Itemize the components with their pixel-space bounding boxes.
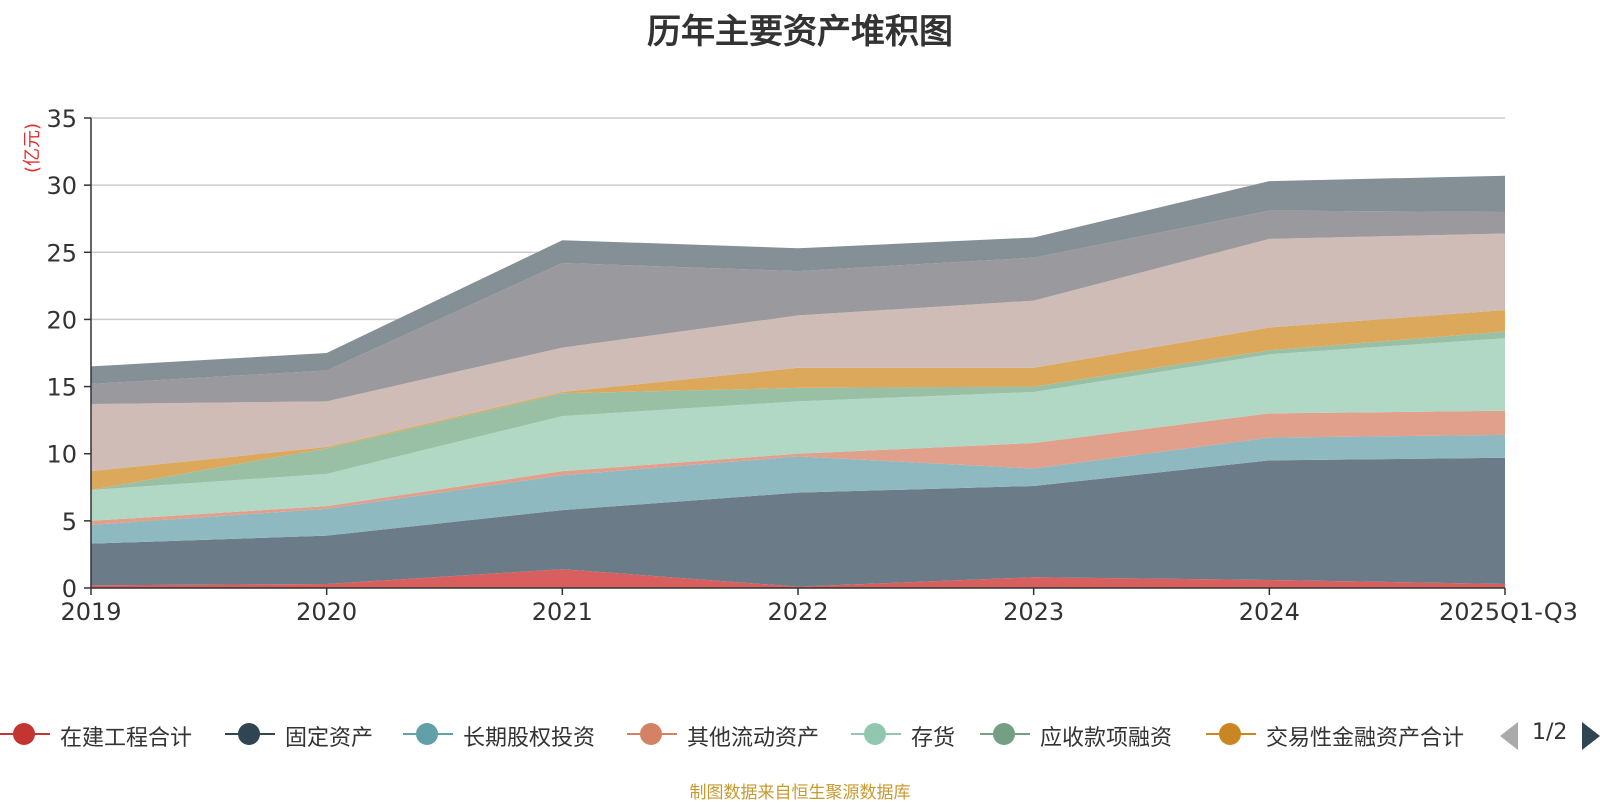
area-series <box>91 175 1505 588</box>
x-tick-label: 2019 <box>60 598 121 626</box>
area-series-7 <box>91 233 1505 472</box>
area-series-1 <box>91 457 1505 587</box>
area-series-8 <box>91 210 1505 405</box>
area-series-4 <box>91 338 1505 521</box>
area-series-9 <box>91 175 1505 384</box>
legend-label: 其他流动资产 <box>687 726 820 751</box>
axes: 0 5 10 15 20 25 30 35 2019 2020 2021 2022 2023 2024 20… <box>46 105 1577 626</box>
y-tick-label: 25 <box>46 239 77 267</box>
area-series-3 <box>91 410 1505 525</box>
y-tick-label: 5 <box>62 508 77 536</box>
legend-marker-icon <box>13 723 35 745</box>
legend-marker-icon <box>993 723 1015 745</box>
legend-label: 应收款项融资 <box>1040 726 1173 751</box>
legend-label: 长期股权投资 <box>463 726 596 751</box>
area-series-0 <box>91 569 1505 588</box>
chart-title: 历年主要资产堆积图 <box>647 12 953 52</box>
y-tick-label: 10 <box>46 441 77 469</box>
area-series-6 <box>91 310 1505 490</box>
x-tick-label: 2021 <box>532 598 593 626</box>
x-tick-label: 2020 <box>296 598 357 626</box>
legend-label: 交易性金融资产合计 <box>1266 726 1465 751</box>
legend-marker-icon <box>864 723 886 745</box>
legend-marker-icon <box>238 723 260 745</box>
x-tick-label: 2024 <box>1239 598 1300 626</box>
previous-page-icon[interactable] <box>1500 722 1518 750</box>
legend-label: 存货 <box>911 726 956 751</box>
legend-label: 在建工程合计 <box>60 726 193 751</box>
area-series-2 <box>91 434 1505 544</box>
y-tick-label: 15 <box>46 374 77 402</box>
area-series-5 <box>91 331 1505 490</box>
legend-marker-icon <box>1219 723 1241 745</box>
legend-marker-icon <box>416 723 438 745</box>
x-tick-label: 2022 <box>767 598 828 626</box>
legend: 在建工程合计 固定资产 长期股权投资 其他流动资产 存货 应收款项融资 交易性金… <box>0 716 1600 752</box>
next-page-icon[interactable] <box>1582 722 1600 750</box>
y-tick-label: 20 <box>46 306 77 334</box>
legend-marker-icon <box>640 723 662 745</box>
source-note: 制图数据来自恒生聚源数据库 <box>689 783 911 803</box>
y-tick-label: 0 <box>62 575 77 603</box>
y-tick-label: 30 <box>46 172 77 200</box>
legend-page-indicator: 1/2 <box>1532 720 1568 745</box>
legend-label: 固定资产 <box>285 726 374 751</box>
y-tick-label: 35 <box>46 105 77 133</box>
y-axis-unit-label: (亿元) <box>22 123 43 173</box>
x-tick-label: 2023 <box>1003 598 1064 626</box>
legend-pager: 1/2 <box>1500 716 1600 752</box>
x-tick-label: 2025Q1-Q3 <box>1439 598 1578 626</box>
